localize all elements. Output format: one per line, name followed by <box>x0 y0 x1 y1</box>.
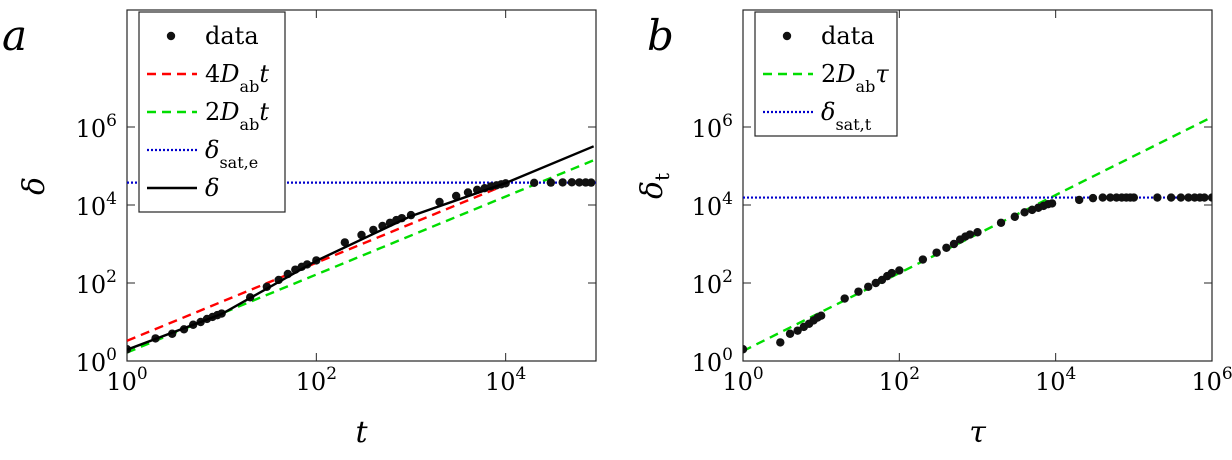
legend-label: data <box>205 22 259 50</box>
y-tick-label: 104 <box>76 189 117 221</box>
x-tick-label: 106 <box>1191 364 1232 396</box>
plot-area <box>743 115 1212 354</box>
y-axis-label: δ <box>17 177 52 195</box>
panel-label: b <box>647 11 674 60</box>
data-point <box>1020 208 1029 217</box>
data-point <box>887 268 896 278</box>
legend-entry: data <box>166 22 259 50</box>
legend-label: 2Dabτ <box>821 60 889 96</box>
data-point <box>793 326 802 335</box>
data-point <box>949 239 959 249</box>
data-point <box>1098 193 1107 202</box>
plot-frame <box>126 9 597 362</box>
x-axis-label: τ <box>969 415 986 450</box>
data-point <box>546 178 556 187</box>
legend-entry: δsat,e <box>147 136 258 172</box>
data-point <box>816 311 826 320</box>
data-point <box>1153 193 1162 202</box>
data-point <box>1047 199 1057 208</box>
panel-a: 100 102 104 100 102 104 106 t δ a data 4Dabt2Dabtδs… <box>2 9 597 450</box>
y-tick-label: 102 <box>692 267 733 299</box>
data-point <box>1088 193 1098 203</box>
legend-entry: 2Dabt <box>147 98 269 134</box>
plot-frame <box>742 9 1213 362</box>
data-point <box>854 287 863 296</box>
axis-ticks <box>742 10 1213 362</box>
data-point <box>973 228 982 237</box>
data-point <box>776 338 785 347</box>
data-point <box>895 266 904 275</box>
y-tick-label: 106 <box>692 111 733 143</box>
data-point <box>435 197 444 207</box>
data-point <box>996 218 1006 227</box>
y-tick-label: 100 <box>692 345 733 377</box>
y-tick-label: 100 <box>76 345 117 377</box>
data-point <box>1176 193 1186 202</box>
data-point <box>1166 193 1176 202</box>
data-point <box>529 178 539 188</box>
data-point <box>871 278 880 288</box>
data-point <box>558 178 567 187</box>
x-tick-label: 102 <box>879 364 920 396</box>
data-point <box>340 238 350 247</box>
legend-label: δ <box>205 174 219 202</box>
x-tick-label: 100 <box>106 364 147 396</box>
panel-b: 100 102 104 106 100 102 104 106 τ δt b data 2Dabτδsa… <box>635 9 1232 450</box>
data-point <box>942 243 951 252</box>
data-point <box>567 178 577 187</box>
y-axis-label: δt <box>635 173 674 199</box>
data-point <box>1184 193 1193 202</box>
data-point <box>1075 195 1084 205</box>
data-point <box>1106 193 1115 202</box>
legend-entry: 2Dabτ <box>763 60 889 96</box>
data-point <box>743 345 748 354</box>
legend-label: data <box>821 22 875 50</box>
legend-entry: δsat,t <box>763 98 872 134</box>
data-point <box>918 255 928 264</box>
legend-label: 4Dabt <box>205 60 269 96</box>
data-point <box>586 178 596 187</box>
data-point <box>864 282 873 291</box>
data-point <box>575 178 584 187</box>
x-tick-label: 104 <box>485 364 526 396</box>
legend-entry: δ <box>147 174 219 202</box>
legend-marker <box>166 31 176 41</box>
y-tick-label: 104 <box>692 189 733 221</box>
x-tick-label: 100 <box>722 364 763 396</box>
data-point <box>840 294 849 303</box>
legend-entry: 4Dabt <box>147 60 269 96</box>
legend-entry: data <box>782 22 875 50</box>
data-point <box>965 230 975 239</box>
y-tick-label: 102 <box>76 267 117 299</box>
plot-area <box>127 145 596 354</box>
legend-marker <box>782 31 792 41</box>
data-point <box>785 329 795 338</box>
x-tick-label: 102 <box>296 364 337 396</box>
x-axis-label: t <box>355 415 368 450</box>
axis-ticks <box>126 10 596 362</box>
data-point <box>1207 193 1212 202</box>
series-line-4d-ab-t <box>127 183 507 342</box>
data-point <box>932 248 941 257</box>
panel-label: a <box>2 11 27 60</box>
legend-label: 2Dabt <box>205 98 269 134</box>
data-point <box>451 191 461 201</box>
legend-label: δsat,t <box>821 98 872 134</box>
series-line-- <box>127 145 595 351</box>
y-tick-label: 106 <box>76 111 117 143</box>
data-point <box>1010 212 1019 221</box>
data-point <box>1129 193 1139 202</box>
data-point <box>357 230 366 240</box>
x-tick-label: 104 <box>1035 364 1076 396</box>
data-point <box>1200 193 1209 202</box>
series-line-2d-ab-t <box>127 158 596 354</box>
legend-label: δsat,e <box>205 136 258 172</box>
